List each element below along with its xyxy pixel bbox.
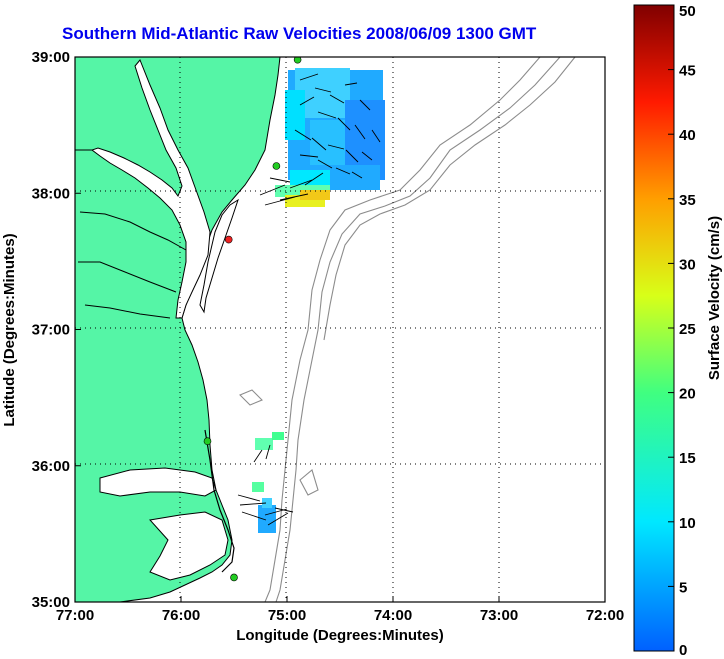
- y-tick-label: 39:00: [32, 49, 70, 66]
- x-tick-label: 74:00: [374, 607, 412, 624]
- station-marker: [203, 437, 212, 446]
- station-marker: [230, 573, 238, 582]
- bathymetry-contours: [239, 57, 576, 602]
- outer-banks: [204, 429, 235, 573]
- river-potomac: [75, 149, 187, 319]
- eastern-shore-water: [199, 198, 239, 314]
- grid-lines: [75, 57, 605, 602]
- x-tick-label: 77:00: [56, 607, 94, 624]
- land-mainland: [75, 57, 281, 602]
- y-tick-label: 38:00: [32, 185, 70, 202]
- station-markers: [203, 57, 302, 582]
- x-axis-ticks: 77:00 76:00 75:00 74:00 73:00 72:00: [56, 596, 624, 624]
- colorbar-tick-label: 50: [679, 3, 696, 20]
- station-marker: [293, 57, 302, 64]
- x-tick-label: 72:00: [586, 607, 624, 624]
- colorbar-tick-label: 30: [679, 256, 696, 273]
- x-axis-label: Longitude (Degrees:Minutes): [236, 627, 444, 644]
- chart-title: Southern Mid-Atlantic Raw Velocities 200…: [62, 24, 537, 43]
- colorbar-tick-label: 10: [679, 515, 696, 532]
- velocity-field-north: [275, 68, 385, 207]
- velocity-vectors: [237, 73, 381, 526]
- colorbar: [633, 4, 675, 652]
- velocity-field-south: [252, 432, 284, 533]
- colorbar-tick-label: 40: [679, 127, 696, 144]
- colorbar-tick-label: 25: [679, 321, 696, 338]
- colorbar-tick-label: 5: [679, 579, 687, 596]
- y-axis-ticks: 39:00 38:00 37:00 36:00 35:00: [32, 49, 81, 611]
- y-tick-label: 35:00: [32, 594, 70, 611]
- x-tick-label: 73:00: [480, 607, 518, 624]
- colorbar-tick-label: 0: [679, 642, 687, 659]
- station-marker: [272, 162, 281, 170]
- colorbar-tick-label: 45: [679, 63, 696, 80]
- colorbar-label: Surface Velocity (cm/s): [706, 216, 723, 380]
- pamlico-sound: [149, 511, 229, 581]
- chesapeake-bay: [90, 59, 211, 319]
- x-tick-label: 76:00: [162, 607, 200, 624]
- colorbar-tick-label: 20: [679, 386, 696, 403]
- y-tick-label: 37:00: [32, 322, 70, 339]
- colorbar-tick-label: 35: [679, 192, 696, 209]
- station-marker: [224, 235, 233, 244]
- colorbar-tick-label: 15: [679, 450, 696, 467]
- x-tick-label: 75:00: [268, 607, 306, 624]
- y-axis-label: Latitude (Degrees:Minutes): [1, 233, 18, 426]
- albemarle-sound: [99, 467, 217, 497]
- y-tick-label: 36:00: [32, 458, 70, 475]
